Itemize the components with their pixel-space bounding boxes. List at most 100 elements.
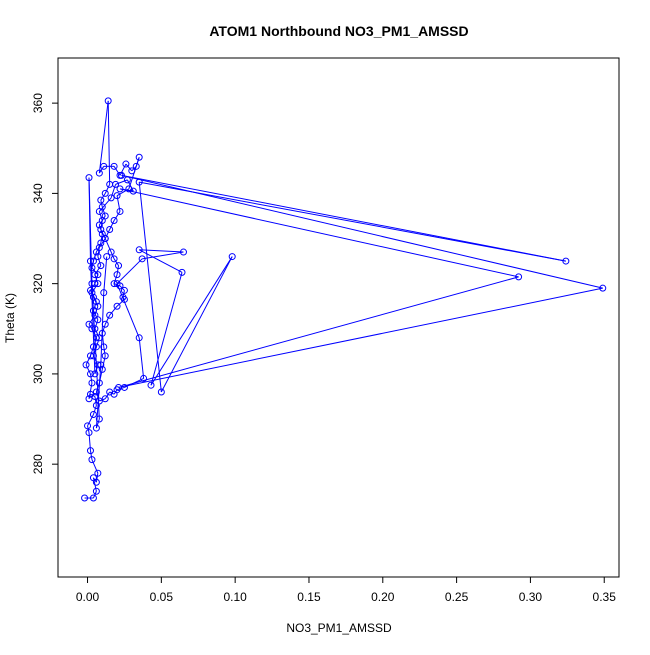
data-point [94, 316, 102, 324]
data-point [95, 334, 103, 342]
series-segment [109, 391, 115, 395]
series-segment [150, 272, 183, 386]
series-segment [119, 163, 127, 176]
data-point [110, 162, 118, 170]
data-point [103, 253, 111, 261]
data-point [86, 257, 94, 265]
data-point [85, 429, 93, 437]
data-point [92, 487, 100, 495]
data-point [91, 280, 99, 288]
series-segment [94, 265, 102, 275]
y-axis-label: Theta (K) [3, 293, 17, 343]
series-segment [139, 249, 184, 253]
data-point [97, 361, 105, 369]
data-point [92, 343, 100, 351]
series-segment [160, 256, 233, 393]
data-point [88, 456, 96, 464]
series-segment [98, 211, 103, 221]
data-point [97, 239, 105, 247]
series-segment [138, 337, 145, 379]
data-point [94, 302, 102, 310]
data-point [91, 325, 99, 333]
series-segment [101, 333, 105, 347]
data-point [85, 174, 93, 182]
data-point [100, 343, 108, 351]
x-tick-label: 0.30 [519, 590, 543, 604]
series-segment [138, 182, 162, 393]
y-axis: 280 300 320 340 360 [31, 93, 59, 474]
x-tick-label: 0.05 [150, 590, 174, 604]
data-point [89, 352, 97, 360]
data-point [91, 370, 99, 378]
data-point [129, 187, 137, 195]
data-point [599, 284, 607, 292]
series-segment [104, 391, 111, 400]
series-segment [116, 386, 125, 391]
series-segment [97, 256, 102, 266]
series-segment [89, 450, 93, 460]
x-tick-label: 0.25 [445, 590, 469, 604]
series-segment [109, 220, 115, 230]
series-segment [139, 181, 566, 262]
series-segment [113, 258, 119, 266]
series-segment [104, 315, 111, 325]
data-point [101, 235, 109, 243]
x-tick-label: 0.15 [297, 590, 321, 604]
data-point [113, 271, 121, 279]
data-point [128, 167, 136, 175]
y-tick-label: 320 [31, 273, 45, 293]
data-point [107, 194, 115, 202]
y-tick-label: 340 [31, 183, 45, 203]
data-point [123, 176, 131, 184]
data-point [89, 307, 97, 315]
data-point [85, 320, 93, 328]
data-point [89, 257, 97, 265]
series-segment [113, 211, 121, 221]
series-segment [101, 324, 106, 334]
data-point [135, 246, 143, 254]
series-segment [85, 364, 91, 375]
series-segment [104, 238, 112, 253]
series-segment [118, 287, 603, 388]
data-point [138, 255, 146, 263]
data-point [98, 365, 106, 373]
series-segment [92, 405, 97, 415]
series-segment [116, 265, 120, 275]
data-point [94, 469, 102, 477]
data-point [88, 289, 96, 297]
data-point [112, 180, 120, 188]
series-segment [101, 206, 106, 217]
data-point [113, 280, 121, 288]
data-point [132, 162, 140, 170]
series-segment [88, 177, 93, 284]
data-point [84, 422, 92, 430]
series-segment [95, 473, 99, 483]
data-point [95, 415, 103, 423]
data-point [101, 395, 109, 403]
series-segment [150, 256, 233, 386]
data-point [86, 390, 94, 398]
data-point [115, 262, 123, 270]
data-point [106, 225, 114, 233]
series-segment [110, 251, 115, 260]
series-segment [104, 229, 111, 239]
y-tick-label: 280 [31, 454, 45, 474]
series-segment [142, 251, 184, 260]
data-point [157, 388, 165, 396]
series-segment [103, 346, 106, 356]
series-segment [103, 256, 108, 293]
data-point [147, 381, 155, 389]
data-point [135, 153, 143, 161]
data-point [94, 361, 102, 369]
series-segment [91, 459, 99, 474]
series-segment [116, 283, 140, 338]
chart-title: ATOM1 Northbound NO3_PM1_AMSSD [209, 23, 468, 39]
series-segment [118, 276, 519, 388]
series-segment [100, 233, 103, 244]
data-point [88, 280, 96, 288]
data-point [120, 295, 128, 303]
data-point [113, 302, 121, 310]
x-axis-label: NO3_PM1_AMSSD [286, 621, 392, 635]
x-axis: 0.00 0.05 0.10 0.15 0.20 0.25 0.30 0.35 [76, 576, 616, 604]
